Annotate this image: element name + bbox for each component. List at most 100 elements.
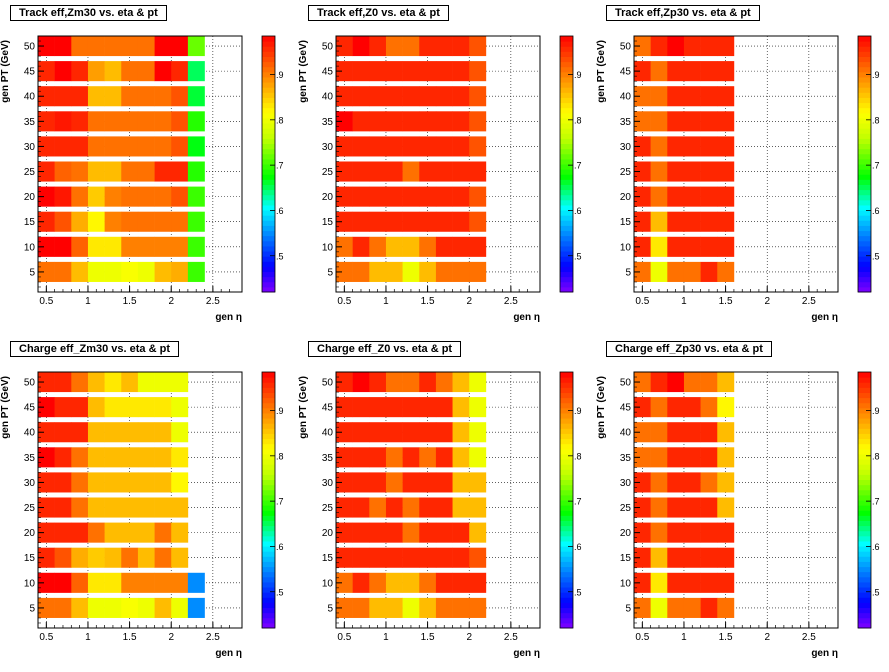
heatmap-cell — [38, 61, 55, 82]
colorbar-segment — [262, 397, 275, 404]
colorbar-segment — [262, 36, 275, 42]
y-axis-label: gen PT (GeV) — [0, 40, 11, 103]
colorbar-segment — [262, 505, 275, 511]
chart-title: Track eff,Z0 vs. eta & pt — [308, 5, 449, 21]
colorbar-segment — [262, 107, 275, 114]
heatmap-cell — [650, 236, 668, 257]
heatmap-cell — [369, 111, 387, 132]
colorbar-segment — [858, 174, 871, 180]
colorbar-segment — [858, 448, 871, 455]
heatmap-cell — [121, 36, 139, 57]
colorbar-segment — [262, 540, 275, 547]
heatmap-cell — [369, 597, 387, 618]
y-tick-label: 40 — [24, 428, 36, 439]
colorbar-segment — [560, 215, 573, 221]
heatmap-cell — [187, 211, 205, 232]
heatmap-cell — [650, 522, 668, 543]
heatmap-cell — [336, 497, 353, 518]
heatmap-cell — [402, 36, 420, 57]
heatmap-cell — [435, 497, 453, 518]
colorbar-segment — [560, 245, 573, 252]
y-tick-label: 10 — [24, 242, 36, 253]
colorbar-segment — [262, 515, 275, 521]
heatmap-cell — [104, 186, 122, 207]
heatmap-cell — [385, 372, 403, 393]
heatmap-cell — [683, 422, 701, 443]
colorbar-segment — [858, 418, 871, 424]
colorbar-segment — [858, 230, 871, 237]
heatmap-cell — [137, 447, 155, 468]
heatmap-cell — [469, 522, 487, 543]
heatmap-cell — [683, 111, 701, 132]
colorbar-segment — [560, 622, 573, 629]
heatmap-cell — [667, 86, 685, 107]
x-tick-label: 2 — [168, 632, 174, 643]
x-tick-label: 1.5 — [123, 296, 137, 307]
heatmap-cell — [38, 472, 55, 493]
heatmap-panel: 0.5 1 1.5 2 2.5 5 10 15 20 25 30 35 40 45 50 gen η gen P… — [0, 35, 284, 323]
heatmap-cell — [402, 61, 420, 82]
colorbar-segment — [262, 459, 275, 465]
y-tick-label: 30 — [620, 478, 632, 489]
colorbar-segment — [858, 41, 871, 47]
colorbar-segment — [262, 128, 275, 134]
heatmap-cell — [452, 161, 470, 182]
heatmap-cell — [369, 211, 387, 232]
heatmap-cell — [104, 422, 122, 443]
colorbar-segment — [858, 464, 871, 470]
colorbar-tick-label: .5 — [276, 587, 284, 597]
heatmap-cell — [435, 372, 453, 393]
colorbar-segment — [858, 556, 871, 562]
heatmap-cell — [121, 136, 139, 157]
heatmap-cell — [38, 86, 55, 107]
heatmap-cell — [87, 161, 105, 182]
heatmap-panel: 0.5 1 1.5 2 2.5 5 10 15 20 25 30 35 40 45 50 gen η gen P… — [298, 371, 582, 659]
heatmap-cell — [171, 111, 189, 132]
heatmap-cell — [171, 572, 189, 593]
colorbar-segment — [560, 179, 573, 185]
colorbar-segment — [560, 505, 573, 511]
x-tick-label: 0.5 — [337, 296, 351, 307]
colorbar-segment — [262, 428, 275, 434]
heatmap-cell — [385, 186, 403, 207]
colorbar-segment — [560, 199, 573, 206]
heatmap-cell — [469, 497, 487, 518]
colorbar-segment — [858, 225, 871, 232]
heatmap-cell — [700, 397, 718, 418]
colorbar-segment — [262, 464, 275, 470]
heatmap-cell — [700, 236, 718, 257]
x-tick-label: 1.5 — [719, 632, 733, 643]
heatmap-cell — [336, 547, 353, 568]
heatmap-cell — [452, 522, 470, 543]
colorbar-tick-label: .7 — [276, 161, 284, 171]
heatmap-cell — [469, 447, 487, 468]
colorbar-segment — [262, 571, 275, 578]
colorbar-segment — [858, 261, 871, 267]
heatmap-cell — [171, 597, 189, 618]
y-tick-label: 20 — [24, 528, 36, 539]
colorbar-segment — [560, 281, 573, 288]
heatmap-cell — [700, 472, 718, 493]
colorbar-segment — [262, 510, 275, 516]
heatmap-cell — [369, 397, 387, 418]
heatmap-cell — [683, 497, 701, 518]
x-tick-label: 2 — [466, 632, 472, 643]
colorbar-segment — [262, 143, 275, 150]
colorbar-segment — [262, 587, 275, 593]
heatmap-cell — [71, 161, 89, 182]
heatmap-cell — [402, 236, 420, 257]
heatmap-cell — [402, 547, 420, 568]
heatmap-cell — [104, 111, 122, 132]
heatmap-cell — [54, 547, 72, 568]
heatmap-cell — [187, 597, 205, 618]
heatmap-cell — [87, 261, 105, 282]
heatmap-cell — [137, 36, 155, 57]
heatmap-cell — [336, 447, 353, 468]
colorbar-segment — [560, 46, 573, 52]
colorbar-segment — [262, 525, 275, 532]
y-tick-label: 25 — [322, 503, 334, 514]
colorbar-segment — [560, 556, 573, 562]
heatmap-cell — [171, 86, 189, 107]
heatmap-cell — [683, 522, 701, 543]
y-tick-label: 50 — [620, 42, 632, 53]
